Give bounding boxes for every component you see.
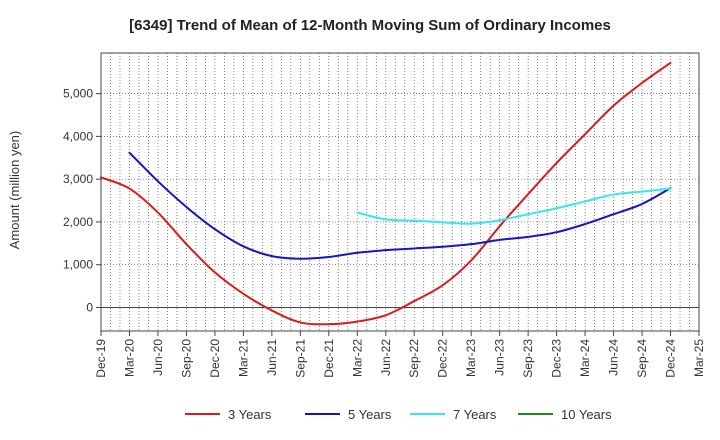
y-tick-label: 1,000	[63, 258, 93, 272]
x-tick-label: Jun-21	[265, 339, 279, 376]
legend-label: 10 Years	[561, 407, 612, 422]
y-tick-label: 4,000	[63, 129, 93, 143]
y-axis: 0 1,000 2,000 3,000 4,000 5,000	[63, 87, 101, 314]
legend-item: 7 Years	[410, 407, 497, 422]
x-tick-label: Mar-24	[578, 339, 592, 377]
x-tick-label: Sep-24	[635, 339, 649, 378]
series-line-3-years	[100, 61, 672, 326]
x-tick-label: Jun-23	[493, 339, 507, 376]
legend-item: 5 Years	[305, 407, 392, 422]
x-tick-label: Jun-22	[379, 339, 393, 376]
plot-area	[101, 53, 699, 331]
chart-title: [6349] Trend of Mean of 12-Month Moving …	[129, 17, 611, 34]
y-tick-label: 3,000	[63, 172, 93, 186]
plot-frame	[100, 52, 700, 332]
x-tick-label: Sep-22	[407, 339, 421, 378]
legend: 3 Years 5 Years 7 Years 10 Years	[185, 407, 612, 422]
x-axis: Dec-19 Mar-20 Jun-20 Sep-20 Dec-20 Mar-21 Jun-…	[94, 331, 706, 378]
x-tick-label: Mar-20	[122, 339, 136, 377]
grid	[101, 53, 699, 331]
y-tick-label: 0	[86, 300, 93, 314]
legend-label: 3 Years	[228, 407, 272, 422]
series-layer	[100, 61, 672, 326]
x-tick-label: Dec-21	[322, 339, 336, 378]
x-tick-label: Mar-23	[464, 339, 478, 377]
x-tick-label: Mar-25	[692, 339, 706, 377]
x-tick-label: Sep-21	[293, 339, 307, 378]
plot-background	[101, 53, 699, 331]
x-tick-label: Jun-24	[607, 339, 621, 376]
y-tick-label: 5,000	[63, 87, 93, 101]
x-tick-label: Sep-20	[179, 339, 193, 378]
y-axis-label: Amount (million yen)	[7, 131, 22, 250]
y-tick-label: 2,000	[63, 215, 93, 229]
x-tick-label: Dec-20	[208, 339, 222, 378]
x-tick-label: Dec-23	[550, 339, 564, 378]
plot-border	[100, 52, 700, 332]
series-line-5-years	[128, 151, 672, 260]
x-tick-label: Sep-23	[521, 339, 535, 378]
legend-label: 5 Years	[348, 407, 392, 422]
x-tick-label: Mar-22	[350, 339, 364, 377]
x-tick-label: Dec-19	[94, 339, 108, 378]
legend-label: 7 Years	[453, 407, 497, 422]
x-tick-label: Mar-21	[236, 339, 250, 377]
legend-item: 3 Years	[185, 407, 272, 422]
x-tick-label: Dec-22	[436, 339, 450, 378]
legend-item: 10 Years	[518, 407, 612, 422]
x-tick-label: Jun-20	[151, 339, 165, 376]
series-line-7-years	[356, 187, 672, 225]
x-tick-label: Dec-24	[664, 339, 678, 378]
